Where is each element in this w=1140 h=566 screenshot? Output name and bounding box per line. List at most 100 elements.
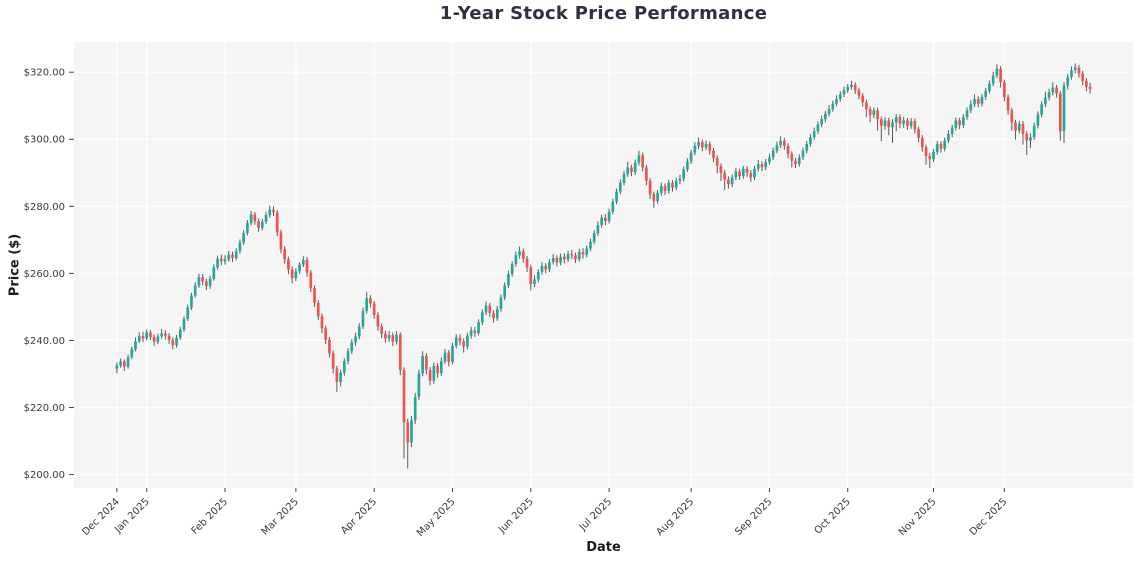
candle-up (637, 150, 641, 166)
candle-down (428, 366, 432, 386)
x-axis-title: Date (586, 540, 621, 555)
candle-down (287, 256, 290, 275)
candle-up (197, 273, 201, 288)
candle-down (279, 229, 283, 254)
candle-down (316, 299, 320, 320)
candle-up (768, 153, 771, 165)
candle-up (756, 160, 760, 172)
candle-down (369, 295, 372, 308)
candle-down (648, 178, 652, 199)
candle-down (604, 214, 607, 226)
candle-up (991, 71, 995, 87)
axis-ticks (69, 71, 1005, 492)
candle-up (193, 282, 197, 298)
x-tick-label: Jun 2025 (496, 496, 536, 536)
candle-up (190, 292, 193, 310)
candle-up (734, 167, 738, 181)
candle-up (208, 275, 212, 289)
candle-up (238, 239, 242, 254)
candle-down (331, 350, 335, 374)
candle-up (611, 198, 615, 215)
candle-up (633, 159, 637, 175)
candle-down (458, 334, 462, 346)
candle-up (1066, 73, 1070, 90)
y-tick-label: $240.00 (24, 336, 65, 347)
candle-up (566, 250, 570, 262)
candle-up (182, 316, 186, 332)
candle-up (618, 179, 622, 195)
candle-up (1051, 82, 1055, 96)
candle-up (469, 326, 473, 339)
candle-up (156, 333, 160, 345)
candle-up (115, 362, 119, 374)
candle-down (201, 274, 204, 286)
candle-up (827, 105, 831, 117)
candle-down (1085, 78, 1088, 92)
candle-down (887, 117, 891, 136)
candle-up (950, 124, 954, 138)
candle-up (1036, 111, 1040, 129)
candle-up (730, 174, 734, 188)
candle-up (577, 248, 581, 262)
candle-up (1073, 63, 1077, 74)
candle-down (671, 180, 674, 192)
candle-up (216, 255, 219, 270)
candle-up (596, 221, 600, 236)
candle-up (589, 238, 592, 252)
candle-up (145, 329, 149, 341)
candle-down (436, 363, 439, 378)
candle-up (838, 91, 842, 102)
candle-up (1040, 101, 1043, 118)
candle-down (1014, 119, 1017, 140)
candle-down (544, 262, 548, 274)
y-axis-tick-labels: $200.00 $220.00 $240.00 $260.00 $280.00 $300.… (24, 68, 65, 481)
candles-layer (115, 63, 1092, 469)
candle-up (495, 305, 499, 322)
candle-up (965, 107, 969, 120)
candle-up (689, 149, 693, 165)
candle-up (816, 121, 820, 134)
candle-down (380, 323, 383, 339)
candle-up (704, 140, 708, 150)
candle-up (548, 258, 551, 273)
candle-down (715, 155, 719, 174)
candle-down (152, 334, 156, 346)
candle-up (350, 339, 354, 355)
candle-up (1044, 91, 1047, 108)
candle-down (324, 325, 328, 345)
candle-down (372, 300, 376, 319)
candle-up (242, 230, 246, 245)
candle-down (906, 117, 909, 130)
candle-up (413, 392, 417, 424)
candle-down (976, 96, 980, 108)
x-tick-label: Nov 2025 (897, 496, 939, 538)
candle-up (656, 189, 659, 204)
chart-title: 1-Year Stock Price Performance (439, 3, 768, 24)
candle-up (410, 415, 413, 448)
x-tick-label: Dec 2025 (968, 496, 1010, 538)
candle-up (984, 87, 988, 100)
candle-down (555, 255, 559, 267)
candle-down (939, 141, 943, 153)
candle-down (876, 107, 879, 131)
candle-down (1021, 121, 1025, 145)
candle-up (514, 251, 518, 267)
candle-down (425, 353, 428, 375)
candle-down (164, 330, 167, 340)
candle-down (790, 151, 794, 168)
candle-down (335, 365, 339, 393)
candle-up (134, 337, 137, 352)
candle-up (1047, 88, 1051, 101)
candle-up (674, 177, 678, 191)
candle-up (480, 309, 484, 326)
candle-up (540, 261, 544, 275)
candle-up (339, 369, 342, 387)
candle-down (1025, 131, 1029, 156)
candle-down (738, 168, 741, 180)
candle-up (178, 326, 182, 340)
candle-up (223, 255, 227, 265)
candle-up (682, 166, 686, 182)
candle-up (559, 253, 562, 266)
candle-up (842, 86, 846, 97)
